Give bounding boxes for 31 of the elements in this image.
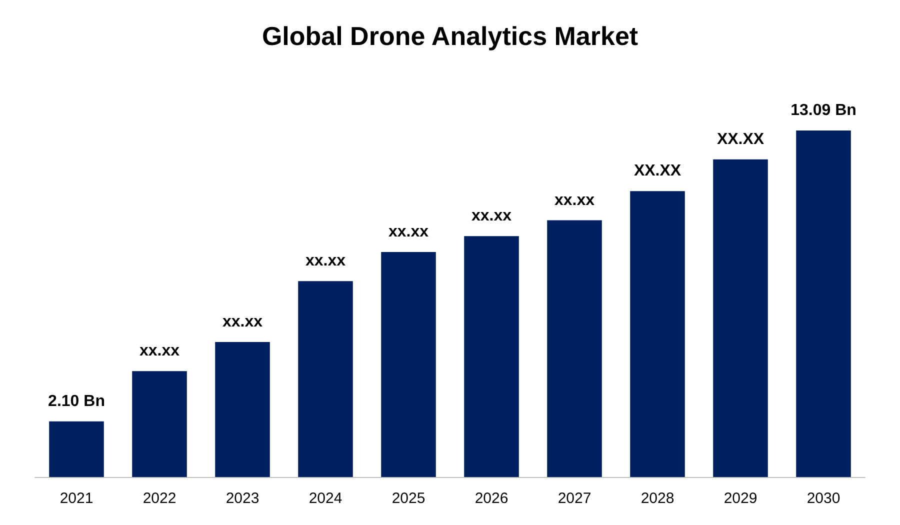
data-label: xx.xx <box>139 342 180 360</box>
bar <box>713 159 768 477</box>
data-label: xx.xx <box>305 252 346 270</box>
data-label: 13.09 Bn <box>790 102 856 120</box>
x-tick-label: 2027 <box>558 490 592 507</box>
data-label: XX.XX <box>716 130 764 148</box>
data-label: xx.xx <box>222 314 263 331</box>
data-label: xx.xx <box>388 224 429 241</box>
x-tick-label: 2029 <box>724 490 758 507</box>
data-label: XX.XX <box>634 162 682 180</box>
bar <box>464 236 519 477</box>
bar <box>215 342 270 477</box>
bar <box>796 130 851 477</box>
data-label: xx.xx <box>471 208 512 225</box>
x-tick-label: 2024 <box>308 490 342 507</box>
data-label: 2.10 Bn <box>48 392 105 410</box>
bar <box>547 220 602 477</box>
data-label: xx.xx <box>554 192 595 209</box>
x-tick-label: 2026 <box>474 490 508 507</box>
x-tick-label: 2021 <box>60 490 94 507</box>
x-tick-label: 2022 <box>142 490 176 507</box>
x-tick-label: 2030 <box>806 490 840 507</box>
bar <box>630 191 685 477</box>
bar <box>132 371 187 477</box>
x-tick-label: 2028 <box>640 490 674 507</box>
bar <box>298 281 353 477</box>
bar <box>49 421 104 477</box>
x-tick-label: 2023 <box>226 490 260 507</box>
bar <box>381 252 436 477</box>
x-tick-label: 2025 <box>392 490 426 507</box>
chart-title: Global Drone Analytics Market <box>262 21 638 51</box>
